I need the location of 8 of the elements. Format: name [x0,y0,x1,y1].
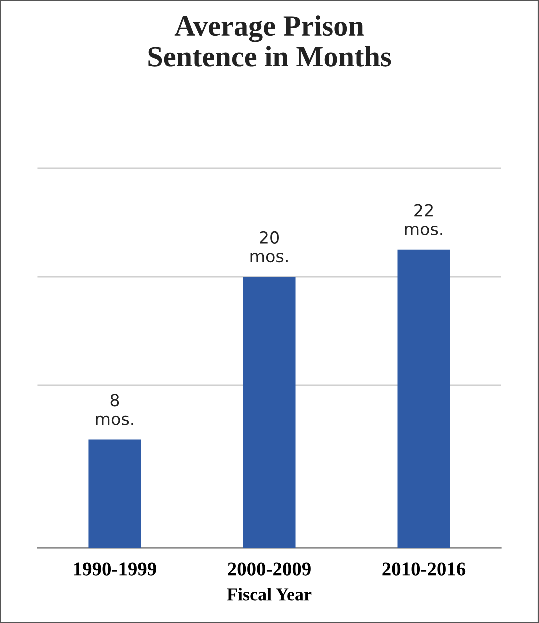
data-label: 20 mos. [250,231,288,263]
data-label: 8 mos. [96,394,134,426]
x-tick-label: 1990-1999 [74,562,156,576]
x-axis-title: Fiscal Year [227,588,312,601]
x-tick-label: 2010-2016 [382,562,466,576]
chart-title: Average Prison Sentence in Months [148,16,392,67]
data-label: 22 mos. [405,204,442,236]
x-tick-label: 2000-2009 [228,562,311,576]
